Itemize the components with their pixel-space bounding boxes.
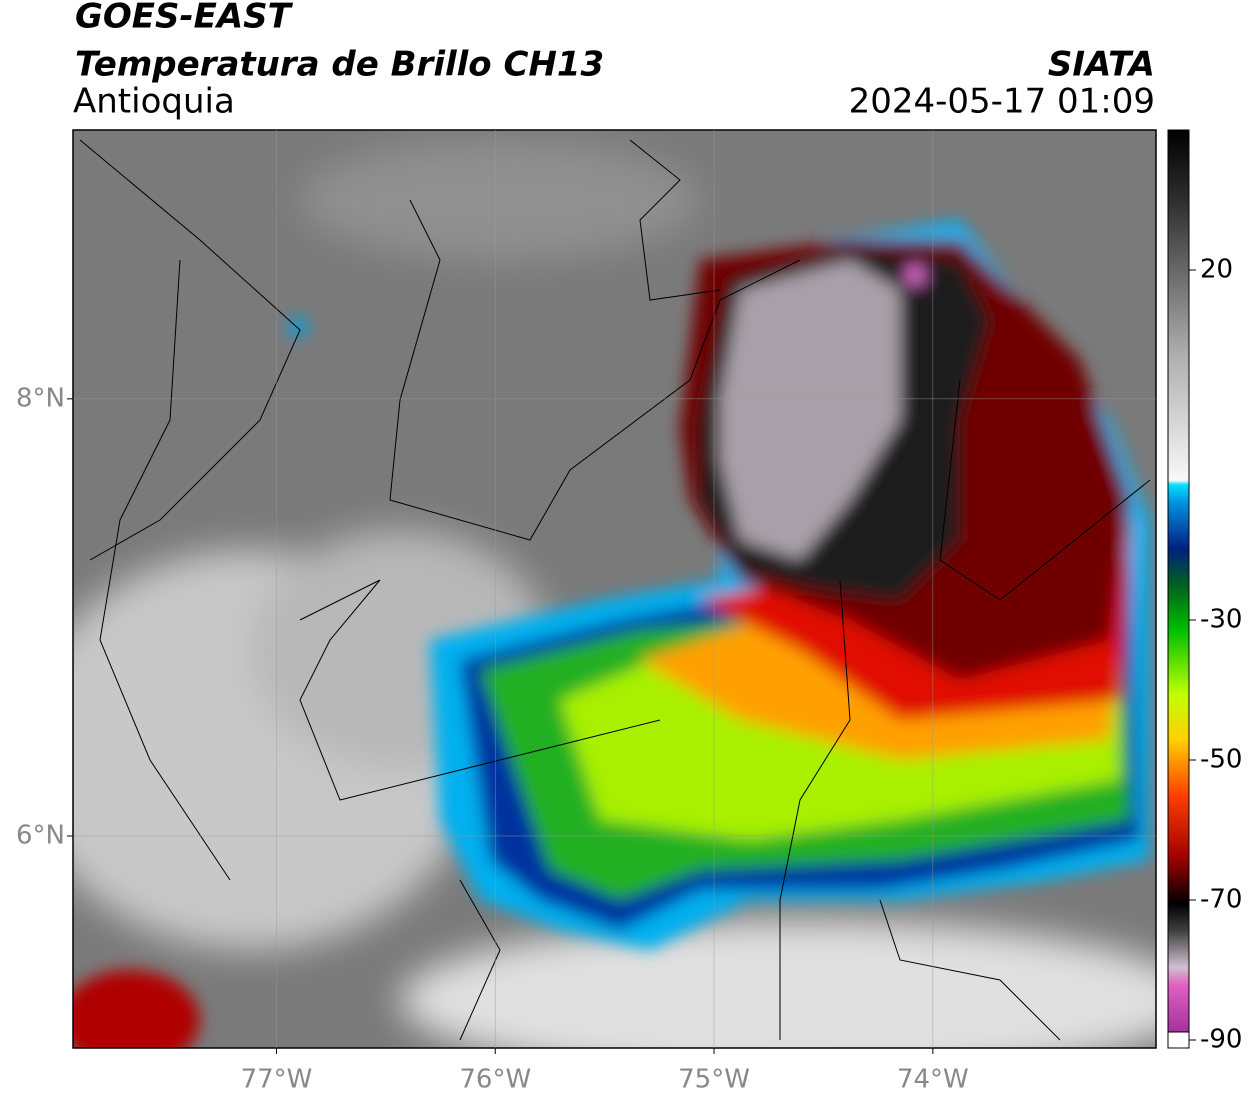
satellite-image — [73, 130, 1156, 1048]
colorbar-tick-label: -70 — [1200, 885, 1242, 915]
y-tick-label: 6°N — [16, 820, 65, 850]
colorbar-under — [1167, 1031, 1190, 1049]
colorbar-tick-label: -90 — [1200, 1025, 1242, 1055]
colorbar-tick-label: 20 — [1200, 255, 1233, 285]
title: GOES-EAST — [75, 0, 294, 37]
x-tick-label: 77°W — [241, 1065, 313, 1095]
region: Antioquia — [73, 82, 235, 122]
subtitle: Temperatura de Brillo CH13 — [75, 45, 604, 85]
datetime: 2024-05-17 01:09 — [849, 82, 1155, 122]
colorbar-frame — [1167, 129, 1190, 1049]
x-tick-label: 75°W — [678, 1065, 750, 1095]
borders — [79, 139, 1151, 1041]
x-tick-label: 76°W — [459, 1065, 531, 1095]
map-frame — [72, 129, 1157, 1049]
y-tick-label: 8°N — [16, 383, 65, 413]
source: SIATA — [1048, 45, 1155, 85]
x-tick-label: 74°W — [897, 1065, 969, 1095]
colorbar — [1168, 130, 1189, 1040]
colorbar-tick-label: -50 — [1200, 745, 1242, 775]
colorbar-tick-label: -30 — [1200, 605, 1242, 635]
